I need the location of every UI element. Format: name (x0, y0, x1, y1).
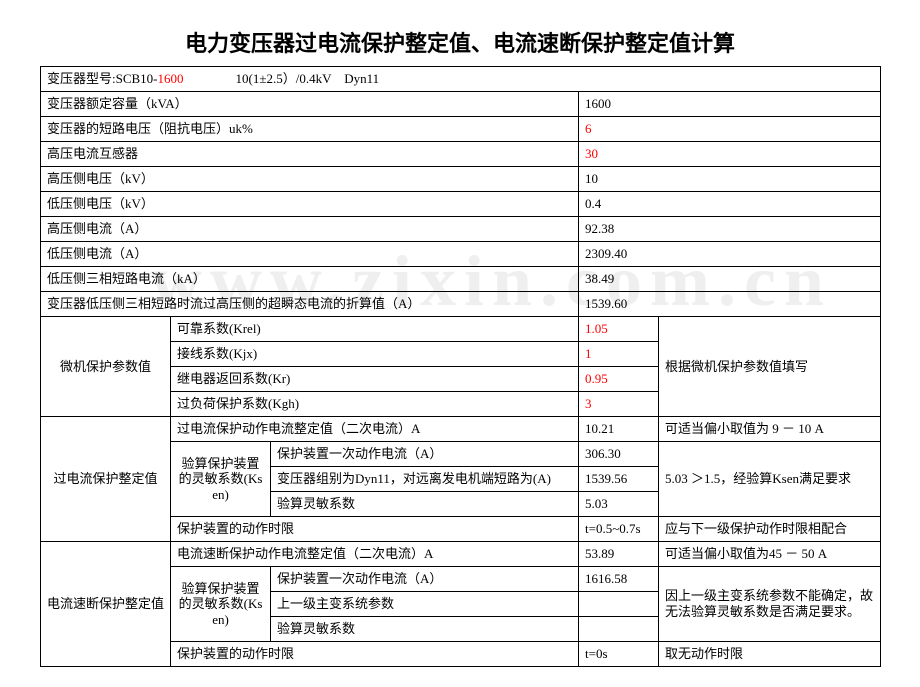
qb-sub-value: 1616.58 (579, 567, 659, 592)
model-label: 变压器型号:SCB10- (47, 71, 158, 86)
qb-sub-label: 上一级主变系统参数 (271, 592, 579, 617)
oc-row1-note: 可适当偏小取值为 9 － 10 A (659, 417, 881, 442)
value-cell: 38.49 (579, 267, 881, 292)
value-cell: 0.4 (579, 192, 881, 217)
micro-row-value: 3 (579, 392, 659, 417)
main-table: 变压器型号:SCB10-1600 10(1±2.5）/0.4kV Dyn11 变… (40, 66, 881, 667)
label-cell: 低压侧三相短路电流（kA） (41, 267, 579, 292)
label-cell: 低压侧电压（kV） (41, 192, 579, 217)
model-red: 1600 (158, 71, 184, 86)
value-cell: 92.38 (579, 217, 881, 242)
oc-time-label: 保护装置的动作时限 (171, 517, 579, 542)
oc-time-note: 应与下一级保护动作时限相配合 (659, 517, 881, 542)
qb-time-value: t=0s (579, 642, 659, 667)
qb-sub-label: 保护装置一次动作电流（A） (271, 567, 579, 592)
oc-row1-value: 10.21 (579, 417, 659, 442)
oc-sub-value: 5.03 (579, 492, 659, 517)
label-cell: 低压侧电流（A） (41, 242, 579, 267)
qb-right-note: 因上一级主变系统参数不能确定，故无法验算灵敏系数是否满足要求。 (659, 567, 881, 642)
value-cell: 1600 (579, 92, 881, 117)
value-cell: 1539.60 (579, 292, 881, 317)
qb-sub-value (579, 617, 659, 642)
model-row: 变压器型号:SCB10-1600 10(1±2.5）/0.4kV Dyn11 (41, 67, 881, 92)
label-cell: 变压器低压侧三相短路时流过高压侧的超瞬态电流的折算值（A） (41, 292, 579, 317)
page-title: 电力变压器过电流保护整定值、电流速断保护整定值计算 (40, 26, 880, 58)
quickbreak-group-label: 电流速断保护整定值 (41, 542, 171, 667)
oc-time-value: t=0.5~0.7s (579, 517, 659, 542)
label-cell: 高压侧电流（A） (41, 217, 579, 242)
oc-sub-label: 保护装置一次动作电流（A） (271, 442, 579, 467)
micro-row-label: 可靠系数(Krel) (171, 317, 579, 342)
oc-sub-label: 验算灵敏系数 (271, 492, 579, 517)
oc-verify-label: 验算保护装置的灵敏系数(Ksen) (171, 442, 271, 517)
qb-time-note: 取无动作时限 (659, 642, 881, 667)
oc-sub-label: 变压器组别为Dyn11，对远离发电机端短路为(A) (271, 467, 579, 492)
qb-row1-label: 电流速断保护动作电流整定值（二次电流）A (171, 542, 579, 567)
micro-note: 根据微机保护参数值填写 (659, 317, 881, 417)
label-cell: 变压器额定容量（kVA） (41, 92, 579, 117)
micro-row-value: 0.95 (579, 367, 659, 392)
qb-sub-label: 验算灵敏系数 (271, 617, 579, 642)
value-cell: 10 (579, 167, 881, 192)
qb-time-label: 保护装置的动作时限 (171, 642, 579, 667)
value-cell: 6 (579, 117, 881, 142)
label-cell: 高压侧电压（kV） (41, 167, 579, 192)
qb-sub-value (579, 592, 659, 617)
value-cell: 30 (579, 142, 881, 167)
micro-row-label: 继电器返回系数(Kr) (171, 367, 579, 392)
qb-row1-value: 53.89 (579, 542, 659, 567)
micro-row-value: 1 (579, 342, 659, 367)
micro-row-value: 1.05 (579, 317, 659, 342)
overcurrent-group-label: 过电流保护整定值 (41, 417, 171, 542)
qb-verify-label: 验算保护装置的灵敏系数(Ksen) (171, 567, 271, 642)
oc-right-note: 5.03 ＞1.5，经验算Ksen满足要求 (659, 442, 881, 517)
oc-sub-value: 1539.56 (579, 467, 659, 492)
micro-group-label: 微机保护参数值 (41, 317, 171, 417)
oc-sub-value: 306.30 (579, 442, 659, 467)
oc-row1-label: 过电流保护动作电流整定值（二次电流）A (171, 417, 579, 442)
qb-row1-note: 可适当偏小取值为45 － 50 A (659, 542, 881, 567)
model-tail: 10(1±2.5）/0.4kV Dyn11 (236, 71, 380, 86)
micro-row-label: 接线系数(Kjx) (171, 342, 579, 367)
label-cell: 高压电流互感器 (41, 142, 579, 167)
value-cell: 2309.40 (579, 242, 881, 267)
label-cell: 变压器的短路电压（阻抗电压）uk% (41, 117, 579, 142)
micro-row-label: 过负荷保护系数(Kgh) (171, 392, 579, 417)
